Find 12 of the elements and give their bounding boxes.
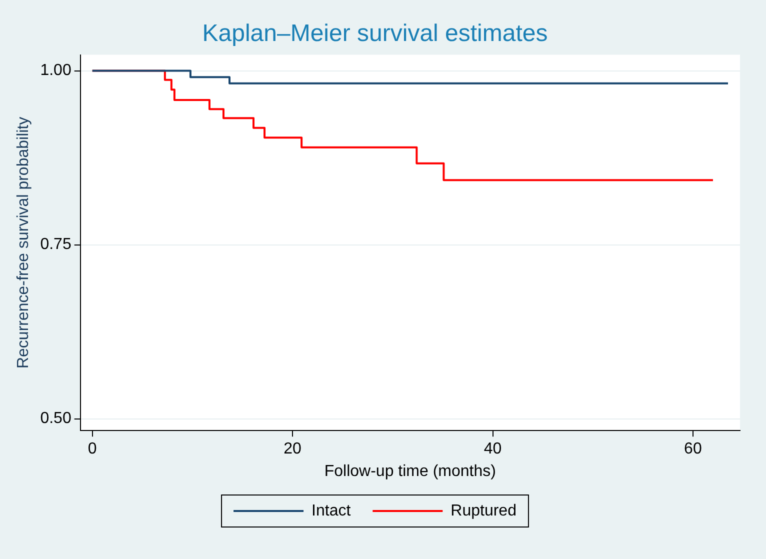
x-axis-title: Follow-up time (months) — [324, 462, 496, 480]
legend-label: Intact — [312, 502, 352, 520]
x-tick-label: 20 — [284, 440, 302, 458]
legend-label: Ruptured — [450, 502, 516, 520]
y-tick-label: 0.50 — [40, 410, 72, 428]
x-tick-label: 60 — [684, 440, 702, 458]
y-tick-label: 0.75 — [40, 236, 72, 254]
y-axis-title: Recurrence-free survival probability — [15, 116, 32, 369]
chart-title: Kaplan–Meier survival estimates — [202, 20, 548, 48]
x-tick-label: 40 — [484, 440, 502, 458]
x-tick-label: 0 — [88, 440, 97, 458]
y-tick-label: 1.00 — [40, 62, 72, 80]
